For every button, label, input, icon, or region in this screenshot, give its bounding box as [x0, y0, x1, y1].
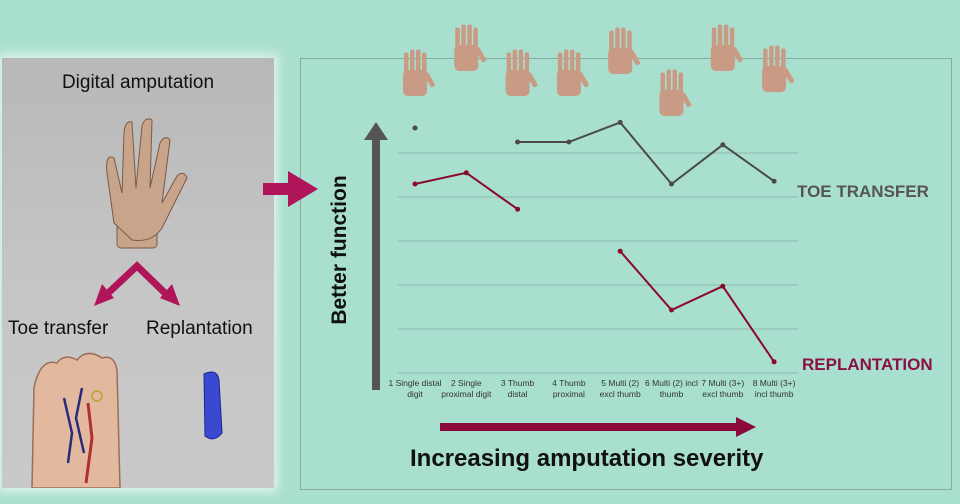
toe-transfer-point [669, 181, 674, 187]
x-axis-title: Increasing amputation severity [410, 445, 764, 472]
y-axis-arrow [364, 122, 388, 390]
replantation-label: Replantation [146, 318, 253, 339]
replantation-line [414, 171, 519, 211]
hand-icon [608, 27, 641, 74]
x-tick-label: 3 Thumb distal [500, 378, 535, 399]
x-tick-label: 1 Single distal digit [388, 378, 442, 399]
x-tick-label: 7 Multi (3+) excl thumb [701, 378, 745, 399]
left-panel: Digital amputation Toe transfer Replanta… [2, 58, 274, 488]
x-tick-label: 8 Multi (3+) incl thumb [752, 378, 796, 399]
replantation-point [720, 283, 726, 289]
hand-icon [659, 69, 692, 116]
replanted-digit-icon [203, 371, 223, 440]
x-tick-label: 2 Single proximal digit [441, 378, 492, 399]
x-axis-arrow [440, 417, 756, 437]
replantation-point [617, 248, 623, 254]
foot-icon [31, 352, 121, 488]
toe-transfer-point [720, 142, 726, 148]
x-tick-label: 4 Thumb proximal [552, 378, 586, 399]
replantation-point [669, 307, 674, 313]
hand-icon [762, 45, 794, 92]
hand-icon [710, 24, 743, 71]
replantation-line [619, 250, 775, 363]
toe-transfer-series-label: TOE TRANSFER [797, 182, 929, 201]
y-axis-title: Better function [328, 175, 351, 325]
hand-icon [505, 49, 538, 96]
toe-transfer-point [566, 139, 572, 145]
replantation-point [412, 181, 418, 187]
x-tick-label: 5 Multi (2) excl thumb [599, 378, 641, 399]
hand-icon [106, 118, 188, 249]
x-tick-label: 6 Multi (2) incl thumb [645, 378, 698, 399]
left-panel-illustrations [31, 118, 223, 488]
hand-icon [403, 49, 435, 96]
hand-icon [454, 24, 487, 71]
replantation-point [463, 170, 469, 176]
toe-transfer-point [771, 178, 777, 184]
toe-transfer-point [412, 125, 418, 131]
replantation-series-label: REPLANTATION [802, 355, 933, 374]
hand-icon [556, 49, 589, 96]
replantation-point [515, 206, 521, 212]
toe-transfer-label: Toe transfer [8, 318, 109, 339]
toe-transfer-point [515, 139, 521, 145]
toe-transfer-point [617, 119, 623, 125]
toe-transfer-line [517, 121, 775, 186]
replantation-point [771, 359, 777, 365]
split-arrows-icon [101, 261, 172, 300]
right-arrow-icon [263, 171, 318, 207]
panel-title: Digital amputation [61, 72, 215, 93]
